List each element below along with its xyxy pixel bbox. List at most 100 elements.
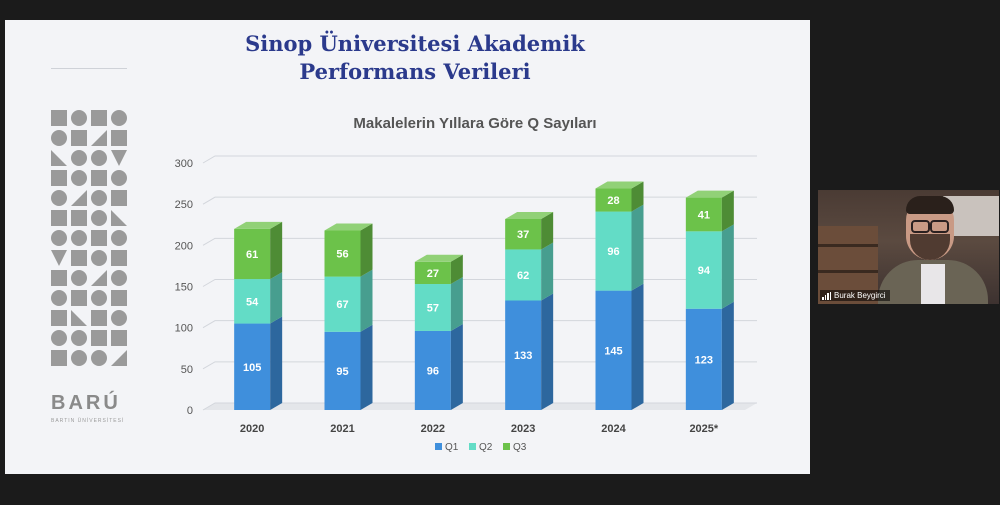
x-tick-label: 2021 xyxy=(330,423,354,435)
y-tick-label: 200 xyxy=(175,240,193,252)
gridline xyxy=(202,155,757,164)
bar-segment-top xyxy=(234,221,283,229)
bar-segment-front xyxy=(414,261,451,285)
bar-segment-side xyxy=(631,181,644,212)
bar-segment-side xyxy=(631,204,644,291)
bar-segment-side xyxy=(450,323,463,410)
slide-title-line-1: Sinop Üniversitesi Akademik xyxy=(245,31,585,56)
logo-divider xyxy=(51,68,127,69)
bar-segment-front xyxy=(324,230,361,277)
legend-label: Q1 xyxy=(445,442,459,453)
bar-segment-top xyxy=(595,181,644,189)
legend-label: Q3 xyxy=(513,442,527,453)
data-label: 96 xyxy=(427,365,439,377)
y-tick-label: 0 xyxy=(187,405,193,417)
logo-subtext: BARTIN ÜNİVERSİTESİ xyxy=(51,418,125,424)
glasses-icon xyxy=(911,220,949,233)
data-label: 57 xyxy=(427,302,439,314)
data-label: 96 xyxy=(607,246,619,258)
gridline xyxy=(202,196,757,205)
data-label: 27 xyxy=(427,268,439,280)
bar-segment-top xyxy=(685,190,734,198)
data-label: 61 xyxy=(246,249,258,261)
x-tick-label: 2022 xyxy=(421,423,445,435)
university-logo-pattern xyxy=(51,110,127,366)
gridline xyxy=(202,320,757,329)
participant-hair xyxy=(906,196,954,214)
data-label: 41 xyxy=(698,209,710,221)
slide-title: Sinop Üniversitesi Akademik Performans V… xyxy=(155,30,675,86)
x-tick-label: 2020 xyxy=(240,423,264,435)
data-label: 37 xyxy=(517,229,529,241)
bar-segment-side xyxy=(541,242,554,301)
presentation-slide: BARÚ BARTIN ÜNİVERSİTESİ Sinop Üniversit… xyxy=(5,20,810,474)
bar-segment-side xyxy=(721,224,734,309)
data-label: 95 xyxy=(336,366,348,378)
bar-segment-side xyxy=(360,324,373,410)
data-label: 123 xyxy=(695,354,713,366)
bar-segment-side xyxy=(541,293,554,410)
stacked-bar-chart: Makalelerin Yıllara Göre Q Sayıları 0 50 10… xyxy=(175,115,757,453)
gridline xyxy=(202,402,757,411)
bar-segment-front xyxy=(505,249,542,301)
y-tick-label: 300 xyxy=(175,158,193,170)
bar-segment-side xyxy=(541,211,554,250)
data-label: 54 xyxy=(246,296,259,308)
signal-strength-icon xyxy=(822,291,831,300)
participant-video-tile[interactable]: Burak Beygirci xyxy=(818,190,999,304)
bar-segment-front xyxy=(234,279,271,324)
x-tick-label: 2024 xyxy=(601,423,626,435)
bar-segment-front xyxy=(234,323,271,410)
bar-segment-side xyxy=(270,316,283,410)
data-label: 133 xyxy=(514,350,532,362)
chart-title: Makalelerin Yıllara Göre Q Sayıları xyxy=(353,115,596,132)
y-tick-label: 150 xyxy=(175,282,193,294)
bar-segment-front xyxy=(595,211,632,291)
bar-segment-front xyxy=(414,330,451,410)
bar-segment-side xyxy=(360,223,373,277)
bar-segment-top xyxy=(324,223,373,231)
bar-segment-top xyxy=(414,254,463,262)
chart-floor xyxy=(203,403,757,410)
bar-segment-side xyxy=(721,301,734,410)
legend-swatch xyxy=(435,443,442,450)
bar-segment-front xyxy=(324,276,361,332)
bar-segment-front xyxy=(685,231,722,309)
gridline xyxy=(202,279,757,287)
data-label: 145 xyxy=(604,345,622,357)
bar-segment-side xyxy=(270,272,283,324)
participant-name: Burak Beygirci xyxy=(834,291,886,300)
bar-segment-front xyxy=(324,331,361,410)
bar-segment-front xyxy=(414,284,451,331)
legend-swatch xyxy=(503,443,510,450)
participant-name-tag: Burak Beygirci xyxy=(820,290,890,301)
bar-segment-top xyxy=(505,211,554,219)
bar-segment-side xyxy=(450,254,463,285)
bar-segment-front xyxy=(595,188,632,212)
bar-segment-side xyxy=(450,277,463,331)
bar-segment-front xyxy=(505,300,542,410)
participant-shirt xyxy=(921,264,945,304)
bar-segment-front xyxy=(505,218,542,250)
data-label: 62 xyxy=(517,270,529,282)
bar-segment-side xyxy=(721,190,734,232)
x-tick-label: 2025* xyxy=(689,423,718,435)
bar-segment-side xyxy=(270,221,283,280)
legend-swatch xyxy=(469,443,476,450)
y-tick-label: 50 xyxy=(181,364,193,376)
y-tick-label: 250 xyxy=(175,199,193,211)
data-label: 94 xyxy=(698,265,711,277)
bar-segment-front xyxy=(685,308,722,410)
gridline xyxy=(202,237,757,246)
x-tick-label: 2023 xyxy=(511,423,535,435)
slide-title-line-2: Performans Verileri xyxy=(299,59,531,84)
data-label: 67 xyxy=(336,299,348,311)
gridline xyxy=(202,361,757,370)
y-tick-label: 100 xyxy=(175,323,193,335)
data-label: 56 xyxy=(336,249,348,261)
bar-segment-side xyxy=(360,269,373,332)
logo-wordmark: BARÚ xyxy=(51,392,121,414)
bar-segment-front xyxy=(595,290,632,410)
legend-label: Q2 xyxy=(479,442,493,453)
bar-segment-side xyxy=(631,283,644,410)
